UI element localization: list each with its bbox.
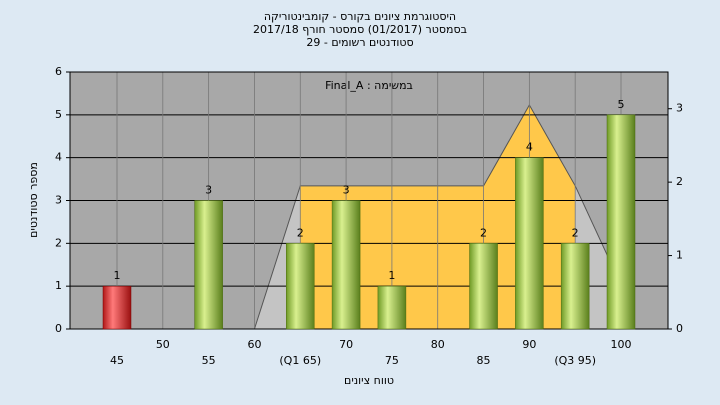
value-label: 2 — [480, 226, 487, 239]
x-tick-label: 50 — [156, 338, 170, 351]
bar — [606, 114, 636, 330]
y-tick-label: 1 — [55, 279, 62, 292]
y2-tick-label: 3 — [676, 102, 683, 115]
bar — [560, 243, 590, 330]
y2-tick-label: 1 — [676, 249, 683, 262]
y-tick-label: 3 — [55, 194, 62, 207]
bar — [377, 285, 407, 330]
x-tick-label: 100 — [611, 338, 632, 351]
y2-tick-label: 0 — [676, 322, 683, 335]
y-tick-label: 2 — [55, 236, 62, 249]
bar — [515, 157, 544, 330]
x-axis-label: טווח ציונים — [344, 374, 394, 387]
x-tick-label: 80 — [431, 338, 445, 351]
value-label: 3 — [343, 184, 350, 197]
x-tick-label: 45 — [110, 354, 124, 367]
bar — [469, 243, 498, 330]
value-label: 2 — [572, 226, 579, 239]
y-tick-label: 6 — [55, 65, 62, 78]
x-tick-label: 55 — [202, 354, 216, 367]
chart-subtitle: סטודנטים רשומים - 29 — [306, 36, 413, 49]
plot-border — [69, 71, 669, 330]
y-tick-label: 0 — [55, 322, 62, 335]
x-tick-label: 90 — [522, 338, 536, 351]
y2-tick-label: 2 — [676, 175, 683, 188]
x-tick-label: (Q3 95) — [554, 354, 596, 367]
bar — [331, 200, 361, 330]
y-tick-label: 5 — [55, 108, 62, 121]
bar — [286, 243, 315, 330]
value-label: 3 — [205, 184, 212, 197]
value-label: 4 — [526, 141, 533, 154]
value-label: 1 — [388, 269, 395, 282]
chart-title: היסטוגרמת ציונים בקורס - קומבינטוריקה — [264, 10, 456, 23]
value-label: 1 — [114, 269, 121, 282]
x-tick-label: 75 — [385, 354, 399, 367]
x-tick-label: 60 — [247, 338, 261, 351]
x-tick-label: (Q1 65) — [279, 354, 321, 367]
value-label: 2 — [297, 226, 304, 239]
x-tick-label: 70 — [339, 338, 353, 351]
bar — [194, 200, 223, 330]
annotation: במשימה : Final_A — [325, 79, 413, 92]
y-axis-label: מספר סטודנטים — [27, 162, 40, 238]
x-tick-label: 85 — [477, 354, 491, 367]
bar — [102, 285, 132, 330]
value-label: 5 — [618, 98, 625, 111]
y-tick-label: 4 — [55, 151, 62, 164]
chart-subtitle: בסמסטר (01/2017) סמסטר חורף 2017/18 — [253, 23, 467, 36]
